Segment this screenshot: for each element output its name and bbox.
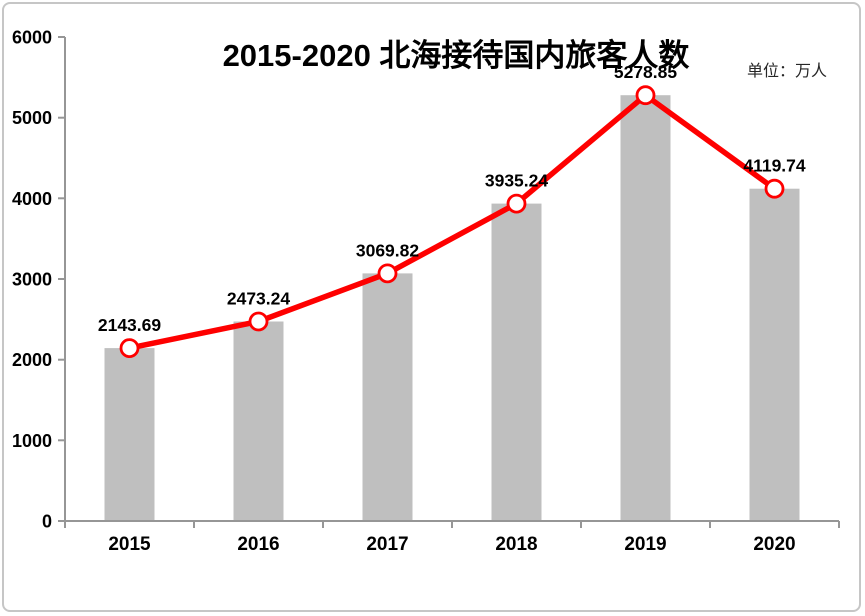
x-tick-label: 2016 (237, 534, 279, 555)
data-label-2020: 4119.74 (743, 156, 806, 176)
x-tick-label: 2017 (366, 534, 408, 555)
bar-2020 (749, 188, 800, 521)
x-tick-label: 2019 (624, 534, 666, 555)
bar-2018 (491, 203, 542, 521)
unit-label: 单位：万人 (746, 63, 827, 80)
marker-2015 (119, 338, 140, 359)
x-tick-label: 2020 (753, 534, 795, 555)
data-label-2015: 2143.69 (98, 315, 162, 335)
marker-2019 (635, 85, 656, 106)
bar-2019 (620, 95, 671, 521)
bar-2017 (362, 273, 413, 521)
x-tick-label: 2018 (495, 534, 537, 555)
data-label-2018: 3935.24 (485, 171, 549, 191)
y-tick-label: 2000 (12, 350, 52, 370)
marker-2018 (506, 193, 527, 214)
bar-2015 (104, 348, 155, 521)
y-tick-label: 3000 (12, 270, 52, 290)
bar-2016 (233, 321, 284, 521)
chart-title: 2015-2020 北海接待国内旅客人数 (222, 38, 690, 73)
y-tick-label: 5000 (12, 108, 52, 128)
marker-2016 (248, 311, 269, 332)
data-label-2017: 3069.82 (356, 240, 420, 260)
marker-2017 (377, 263, 398, 284)
y-tick-label: 0 (42, 512, 52, 532)
y-tick-label: 6000 (12, 28, 52, 48)
y-tick-label: 1000 (12, 431, 52, 451)
line-series (128, 91, 777, 351)
y-tick-label: 4000 (12, 189, 52, 209)
data-label-2016: 2473.24 (227, 289, 291, 309)
x-tick-label: 2015 (108, 534, 151, 555)
data-label-2019: 5278.85 (614, 62, 678, 82)
marker-2020 (764, 178, 785, 199)
